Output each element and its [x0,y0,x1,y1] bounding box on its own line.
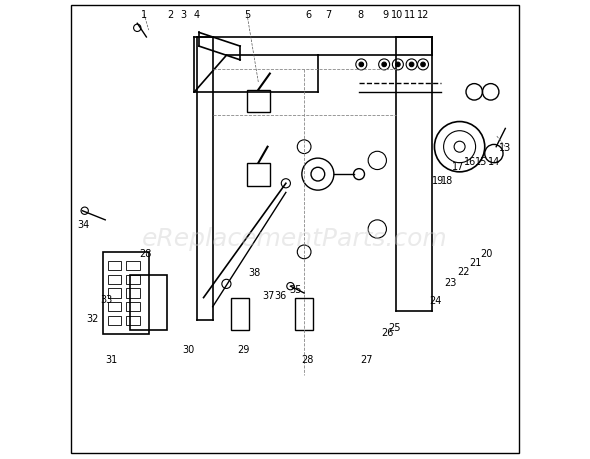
Bar [107,289,122,298]
Text: 38: 38 [248,268,261,278]
Text: 23: 23 [444,277,457,287]
Text: eReplacementParts.com: eReplacementParts.com [142,227,448,251]
Circle shape [409,63,414,67]
Circle shape [359,63,363,67]
Text: 4: 4 [194,10,200,20]
Bar [130,275,167,330]
Bar [295,298,313,330]
Text: 1: 1 [141,10,147,20]
Text: 37: 37 [263,291,275,301]
Text: 33: 33 [100,294,113,304]
Text: 25: 25 [388,323,401,333]
Text: 27: 27 [360,354,373,364]
Text: 10: 10 [391,10,403,20]
Text: 17: 17 [452,162,464,172]
Text: 26: 26 [382,327,394,337]
Bar [126,289,140,298]
Bar [103,252,149,335]
Text: 30: 30 [183,344,195,354]
Text: 3: 3 [180,10,186,20]
Bar [247,163,270,186]
Text: 22: 22 [457,267,470,276]
Bar [107,275,122,284]
Text: 28: 28 [139,249,152,259]
Text: 24: 24 [430,295,442,305]
Text: 7: 7 [325,10,332,20]
Text: 19: 19 [432,176,444,186]
Bar [107,302,122,312]
Circle shape [395,63,400,67]
Text: 9: 9 [382,10,388,20]
Bar [126,316,140,325]
Text: 31: 31 [105,354,117,364]
Text: 12: 12 [417,10,429,20]
Text: 18: 18 [441,176,453,186]
Bar [107,262,122,270]
Text: 29: 29 [238,344,250,354]
Text: 11: 11 [404,10,417,20]
Text: 36: 36 [274,291,287,301]
Text: 13: 13 [499,142,512,152]
Bar [107,316,122,325]
Text: 14: 14 [488,157,500,167]
Text: 15: 15 [475,157,487,167]
Bar [126,262,140,270]
Text: 16: 16 [464,157,476,167]
Text: 35: 35 [289,285,301,295]
Bar [247,90,270,113]
Text: 2: 2 [168,10,174,20]
Bar [126,302,140,312]
Circle shape [421,63,425,67]
Circle shape [382,63,386,67]
Text: 32: 32 [87,313,99,324]
Bar [126,275,140,284]
Text: 5: 5 [244,10,250,20]
Bar [231,298,250,330]
Text: 34: 34 [78,219,90,229]
Text: 28: 28 [301,354,313,364]
Text: 8: 8 [358,10,363,20]
Text: 20: 20 [480,248,492,258]
Text: 6: 6 [306,10,312,20]
Text: 21: 21 [470,257,482,267]
